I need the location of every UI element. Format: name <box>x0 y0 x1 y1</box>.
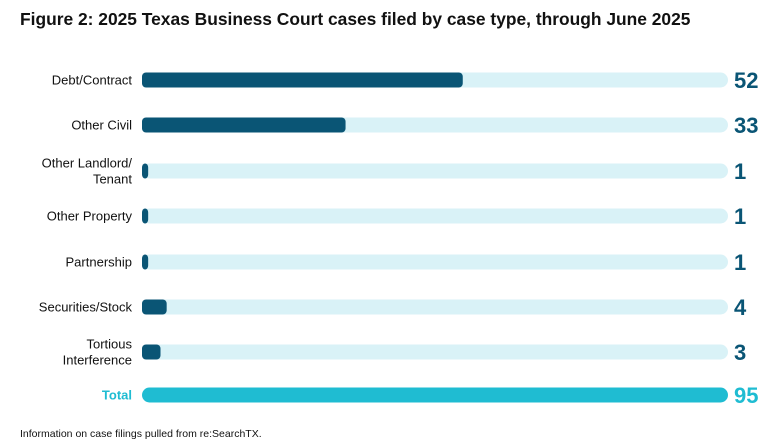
data-bar <box>142 163 149 179</box>
category-label: Debt/Contract <box>52 73 133 88</box>
value-label: 95 <box>734 383 758 408</box>
bar-track <box>142 208 728 224</box>
data-bar <box>142 299 167 315</box>
value-label: 1 <box>734 204 746 229</box>
value-label: 33 <box>734 113 758 138</box>
category-label: Partnership <box>66 255 132 270</box>
total-bar <box>142 387 728 403</box>
data-bar <box>142 254 149 270</box>
category-label: Other Landlord/Tenant <box>42 156 133 187</box>
bar-track <box>142 299 728 315</box>
total-label: Total <box>102 388 132 403</box>
data-bar <box>142 344 161 360</box>
source-note: Information on case filings pulled from … <box>20 428 262 440</box>
data-bar <box>142 208 149 224</box>
data-bar <box>142 72 463 88</box>
value-label: 1 <box>734 159 746 184</box>
category-label: Tortious Interference <box>63 337 133 368</box>
bar-track <box>142 163 728 179</box>
category-label: Securities/Stock <box>39 300 133 315</box>
category-label: Other Civil <box>71 118 132 133</box>
data-bar <box>142 117 346 133</box>
category-label: Other Property <box>47 209 133 224</box>
value-label: 3 <box>734 340 746 365</box>
bar-track <box>142 344 728 360</box>
bar-track <box>142 254 728 270</box>
value-label: 1 <box>734 250 746 275</box>
value-label: 4 <box>734 295 747 320</box>
value-label: 52 <box>734 68 758 93</box>
chart-title: Figure 2: 2025 Texas Business Court case… <box>20 9 691 29</box>
